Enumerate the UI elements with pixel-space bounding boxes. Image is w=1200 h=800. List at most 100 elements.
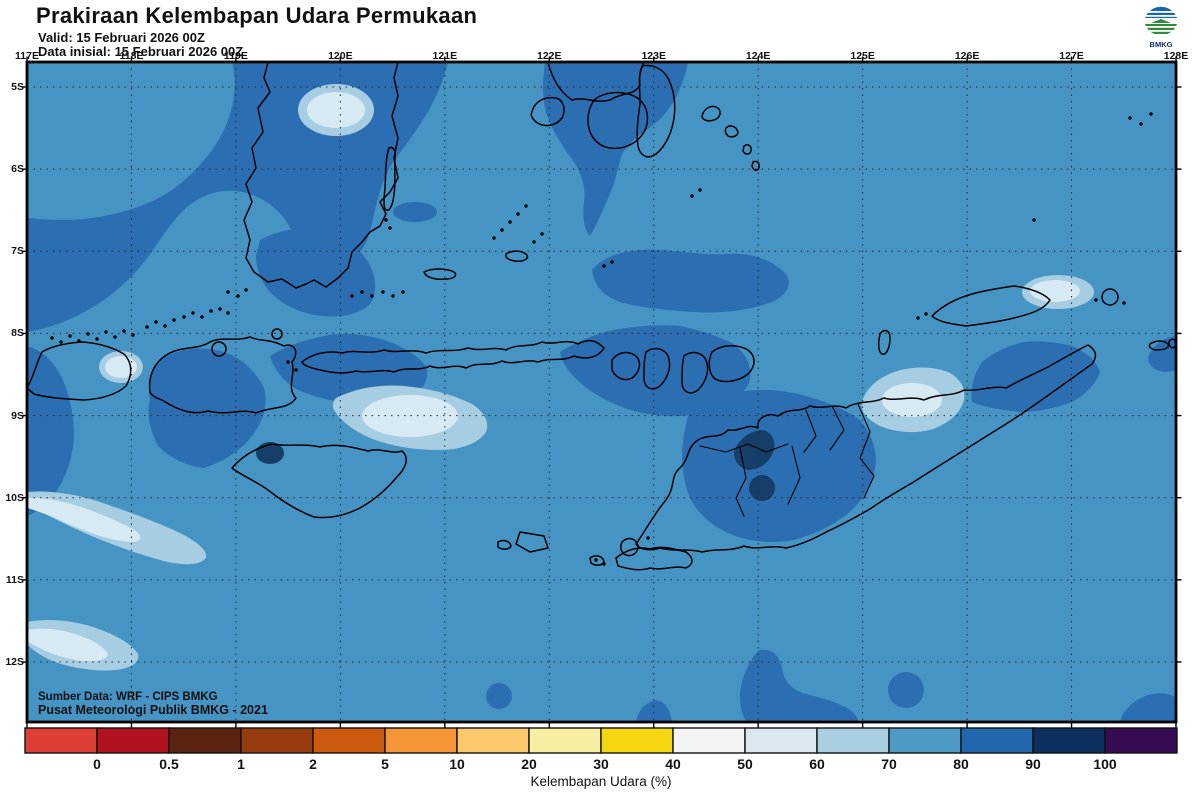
bmkg-logo-icon [1144, 4, 1178, 38]
coast-lombok [27, 341, 132, 401]
islet-speck [95, 337, 99, 341]
lon-label-125E: 125E [850, 50, 875, 62]
coast-kabaena [530, 96, 565, 127]
islet-speck [532, 240, 536, 244]
coast-sangeang [271, 328, 283, 340]
source-data-line: Sumber Data: WRF - CIPS BMKG [38, 691, 218, 703]
colorbar-segment-4 [312, 727, 386, 754]
lat-label-9S: 9S [11, 409, 24, 422]
islet-speck [1149, 112, 1153, 116]
colorbar-segment-0 [24, 727, 98, 754]
lon-label-123E: 123E [641, 50, 666, 62]
islet-speck [602, 264, 606, 268]
lat-label-12S: 12S [5, 656, 24, 668]
islet-speck [226, 311, 230, 315]
colorbar-segment-7 [528, 727, 602, 754]
islet-speck [1128, 116, 1132, 120]
islet-speck [1139, 122, 1143, 126]
coast-buton [636, 64, 676, 158]
humidity-contours [27, 62, 1176, 722]
islet-speck [86, 332, 90, 336]
lon-label-124E: 124E [745, 50, 771, 62]
islet-speck [690, 194, 694, 198]
lon-label-126E: 126E [954, 50, 980, 62]
islet-speck [1032, 218, 1036, 222]
islet-speck [209, 309, 213, 313]
islet-speck [388, 226, 392, 230]
islet-speck [182, 315, 186, 319]
islet-speck [916, 316, 920, 320]
colorbar-segment-15 [1104, 727, 1178, 754]
coast-atauro [877, 329, 891, 356]
colorbar-segment-12 [888, 727, 962, 754]
lat-label-5S: 5S [11, 81, 24, 93]
colorbar-tick-0: 0 [93, 756, 101, 772]
colorbar-tick-5: 5 [381, 756, 389, 772]
islet-speck [50, 336, 54, 340]
colorbar-tick-100: 100 [1093, 756, 1117, 772]
colorbar-tick-0.5: 0.5 [159, 756, 179, 772]
islet-speck [384, 218, 388, 222]
lon-label-128E: 128E [1163, 50, 1189, 62]
coast-bonerate [423, 250, 529, 280]
publisher-line: Pusat Meteorologi Publik BMKG - 2021 [38, 703, 268, 717]
island-specks [50, 112, 1153, 566]
coast-wakatobi [701, 105, 760, 171]
islet-speck [286, 360, 290, 364]
map-frame [25, 60, 1178, 724]
islet-speck [602, 562, 606, 566]
lon-label-118E: 118E [119, 50, 144, 62]
islet-speck [1094, 298, 1098, 302]
islet-speck [540, 232, 544, 236]
islet-speck [350, 294, 354, 298]
islet-speck [610, 260, 614, 264]
islet-speck [154, 320, 158, 324]
coastlines [27, 62, 1176, 571]
islet-speck [145, 325, 149, 329]
islet-speck [381, 290, 385, 294]
islet-speck [500, 228, 504, 232]
lat-label-10S: 10S [5, 491, 24, 504]
colorbar-tick-1: 1 [237, 756, 245, 772]
islet-speck [698, 188, 702, 192]
coast-moyo [211, 341, 227, 357]
lat-label-6S: 6S [11, 163, 24, 176]
colorbar-axis-label: Kelembapan Udara (%) [530, 774, 672, 789]
islet-speck [68, 334, 72, 338]
islet-speck [131, 333, 135, 337]
islet-speck [492, 236, 496, 240]
colorbar-tick-20: 20 [521, 756, 537, 772]
contour-50-70 [27, 84, 1094, 671]
lat-label-7S: 7S [11, 245, 24, 258]
islet-speck [113, 335, 117, 339]
coast-wetar [931, 285, 1051, 327]
islet-speck [360, 290, 364, 294]
islet-speck [226, 290, 230, 294]
colorbar-tick-80: 80 [953, 756, 969, 772]
colorbar-tick-90: 90 [1025, 756, 1041, 772]
page-title: Prakiraan Kelembapan Udara Permukaan [36, 3, 478, 28]
islet-speck [172, 318, 176, 322]
islet-speck [924, 312, 928, 316]
islet-speck [59, 340, 63, 344]
colorbar-segment-10 [744, 727, 818, 754]
islet-speck [218, 307, 222, 311]
coast-timor [635, 344, 1097, 553]
bmkg-logo-label: BMKG [1149, 40, 1173, 49]
colorbar-segment-11 [816, 727, 890, 754]
islet-speck [594, 558, 598, 562]
colorbar-segment-8 [600, 727, 674, 754]
coast-romang [1101, 288, 1119, 306]
colorbar-segment-6 [456, 727, 530, 754]
coast-sumba [231, 443, 407, 519]
colorbar-tick-10: 10 [449, 756, 465, 772]
islet-speck [294, 368, 298, 372]
islet-speck [516, 212, 520, 216]
islet-speck [508, 220, 512, 224]
coast-semau [619, 537, 639, 557]
lon-label-119E: 119E [223, 50, 248, 62]
colorbar-segment-9 [672, 727, 746, 754]
coast-selayar [383, 146, 396, 212]
